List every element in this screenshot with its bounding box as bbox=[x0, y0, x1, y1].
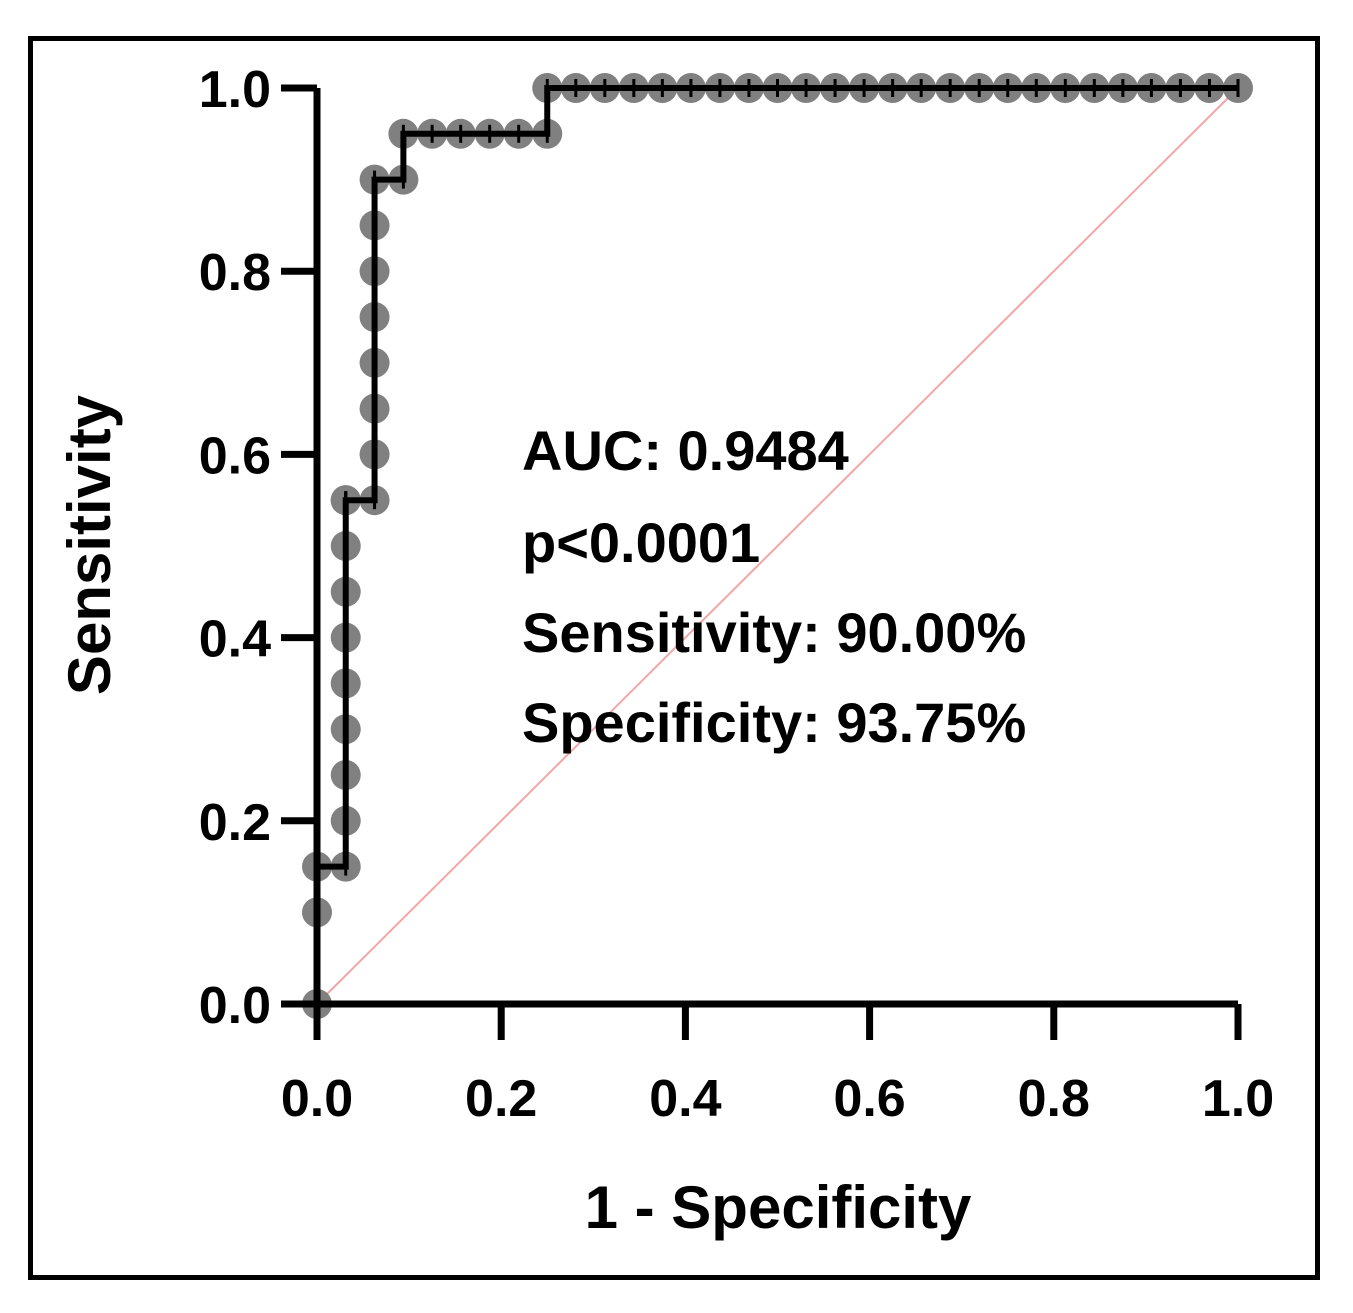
ticks-layer: 0.0 0.2 0.4 0.6 0.8 1.0 0.0 0.2 0.4 0.6 0.8 1.0 bbox=[199, 61, 1274, 1128]
x-axis-title: 1 - Specificity bbox=[585, 1174, 972, 1241]
annotation-sensitivity: Sensitivity: 90.00% bbox=[522, 601, 1026, 664]
figure-frame bbox=[28, 36, 1320, 1280]
axes-layer bbox=[313, 88, 1238, 1008]
reference-diagonal-line bbox=[316, 87, 1239, 1005]
x-tick-label: 1.0 bbox=[1202, 1070, 1274, 1128]
roc-curve-layer bbox=[302, 73, 1253, 1019]
roc-curve-line bbox=[314, 85, 1238, 1004]
x-tick-label: 0.2 bbox=[465, 1070, 537, 1128]
y-tick-label: 0.2 bbox=[199, 794, 271, 852]
y-tick-label: 0.0 bbox=[199, 977, 271, 1035]
x-tick-label: 0.6 bbox=[833, 1070, 905, 1128]
y-tick-label: 0.8 bbox=[199, 244, 271, 302]
x-tick-label: 0.0 bbox=[281, 1070, 353, 1128]
x-tick-label: 0.8 bbox=[1018, 1070, 1090, 1128]
y-axis-title: Sensitivity bbox=[56, 394, 123, 695]
annotation-specificity: Specificity: 93.75% bbox=[522, 691, 1026, 754]
y-tick-label: 0.6 bbox=[199, 427, 271, 485]
y-tick-label: 1.0 bbox=[199, 61, 271, 119]
y-tick-label: 0.4 bbox=[199, 611, 271, 669]
annotation-auc: AUC: 0.9484 bbox=[522, 419, 849, 482]
x-tick-label: 0.4 bbox=[649, 1070, 721, 1128]
annotation-p-value: p<0.0001 bbox=[522, 511, 760, 574]
